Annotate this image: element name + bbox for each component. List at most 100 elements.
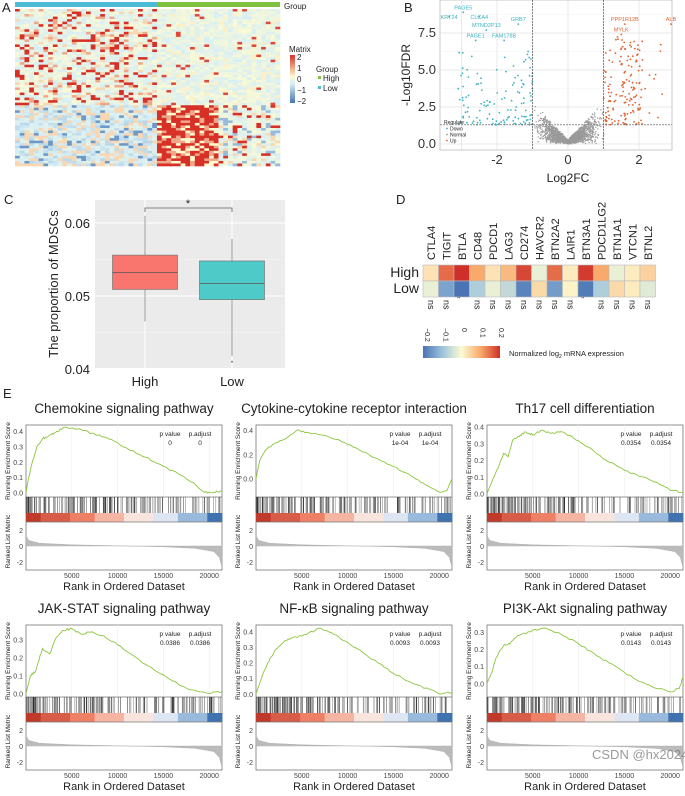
- heatmap-cell: [180, 95, 186, 98]
- heatmap-cell: [133, 84, 139, 88]
- heatmap-cell: [48, 67, 54, 71]
- heatmap-cell: [43, 11, 49, 15]
- heatmap-cell: [242, 26, 248, 30]
- heatmap-cell: [194, 49, 200, 53]
- heatmap-cell: [251, 39, 257, 43]
- heatmap-cell: [104, 44, 110, 48]
- heatmap-cell: [213, 54, 219, 58]
- heatmap-cell: [166, 64, 172, 68]
- heatmap-cell: [199, 36, 205, 40]
- heatmap-cell: [138, 97, 144, 101]
- heatmap-cell: [147, 133, 153, 136]
- heatmap-cell: [246, 125, 252, 129]
- heatmap-cell: [71, 117, 77, 121]
- heatmap-cell: [24, 148, 30, 152]
- heatmap-cell: [48, 135, 54, 139]
- heatmap-cell: [246, 44, 252, 48]
- heatmap-cell: [24, 59, 30, 63]
- heatmap-cell: [161, 19, 167, 22]
- heatmap-cell: [166, 100, 172, 103]
- heatmap-cell: [275, 44, 281, 48]
- heatmap-cell: [119, 59, 125, 63]
- heatmap-cell: [180, 153, 186, 157]
- heatmap-cell: [29, 95, 35, 98]
- heatmap-cell: [152, 49, 158, 53]
- heatmap-cell: [85, 155, 92, 159]
- heatmap-cell: [38, 158, 44, 162]
- heatmap-cell: [24, 69, 30, 73]
- heatmap-cell: [29, 29, 35, 33]
- point-normal: [575, 131, 577, 133]
- heatmap-cell: [261, 95, 267, 98]
- heatmap-cell: [104, 87, 110, 91]
- heatmap-cell: [161, 44, 167, 48]
- heatmap-cell: [232, 160, 238, 164]
- heatmap-cell: [204, 102, 210, 106]
- heatmap-cell: [119, 125, 125, 129]
- heatmap-cell: [19, 84, 25, 88]
- heatmap-cell: [223, 148, 229, 152]
- heatmap-cell: [95, 145, 101, 149]
- heatmap-cell: [62, 82, 68, 86]
- heatmap-cell: [109, 117, 115, 121]
- heatmap-cell: [227, 122, 233, 126]
- heatmap-cell: [29, 21, 35, 25]
- heatmap-cell: [209, 163, 215, 167]
- heatmap-cell: [156, 31, 162, 35]
- heatmap-cell: [133, 153, 139, 157]
- heatmap-cell: [185, 97, 191, 101]
- heatmap-cell: [166, 84, 172, 88]
- heatmap-cell: [175, 145, 181, 149]
- heatmap-cell: [114, 160, 120, 164]
- heatmap-cell: [261, 148, 267, 152]
- point-normal: [553, 129, 555, 132]
- heatmap-cell: [251, 95, 257, 98]
- heatmap-cell: [270, 16, 276, 20]
- heatmap-cell: [138, 117, 144, 121]
- heatmap-cell: [29, 52, 35, 55]
- heatmap-cell: [223, 31, 229, 35]
- heatmap-cell: [133, 128, 139, 131]
- heatmap-cell: [232, 92, 238, 96]
- heatmap-cell: [71, 133, 77, 136]
- heatmap-cell: [270, 9, 276, 12]
- heatmap-cell: [246, 62, 252, 66]
- heatmap-cell: [81, 158, 87, 162]
- heatmap-cell: [166, 31, 172, 35]
- heatmap-cell: [76, 9, 82, 12]
- heatmap-cell: [128, 39, 134, 43]
- heatmap-cell: [100, 150, 106, 154]
- heatmap-cell: [133, 148, 139, 152]
- heatmap-cell: [52, 54, 58, 58]
- heatmap-cell: [246, 19, 252, 22]
- heatmap-cell: [227, 57, 233, 60]
- heatmap-cell: [270, 140, 276, 144]
- heatmap-cell: [24, 120, 30, 124]
- heatmap-cell: [156, 92, 162, 96]
- heatmap-cell: [209, 44, 215, 48]
- heatmap-cell: [19, 155, 25, 159]
- heatmap-cell: [265, 100, 271, 103]
- heatmap-cell: [24, 133, 30, 136]
- heatmap-cell: [223, 74, 229, 78]
- heatmap-cell: [218, 135, 224, 139]
- heatmap-cell: [24, 34, 30, 38]
- heatmap-cell: [29, 160, 35, 164]
- heatmap-cell: [104, 145, 110, 149]
- heatmap-cell: [147, 130, 153, 134]
- heatmap-cell: [209, 87, 215, 91]
- point-normal: [547, 126, 550, 128]
- heatmap-cell: [62, 39, 68, 43]
- heatmap-cell: [171, 14, 177, 17]
- heatmap-cell: [204, 153, 210, 157]
- heatmap-cell: [223, 102, 229, 106]
- heatmap-cell: [218, 95, 224, 98]
- point-normal: [590, 133, 592, 135]
- heatmap-cell: [142, 26, 148, 30]
- heatmap-cell: [104, 130, 110, 134]
- heatmap-cell: [213, 140, 219, 144]
- heatmap-cell: [180, 16, 186, 20]
- heatmap-cell: [275, 92, 281, 96]
- heatmap-cell: [209, 57, 215, 60]
- heatmap-cell: [15, 138, 21, 141]
